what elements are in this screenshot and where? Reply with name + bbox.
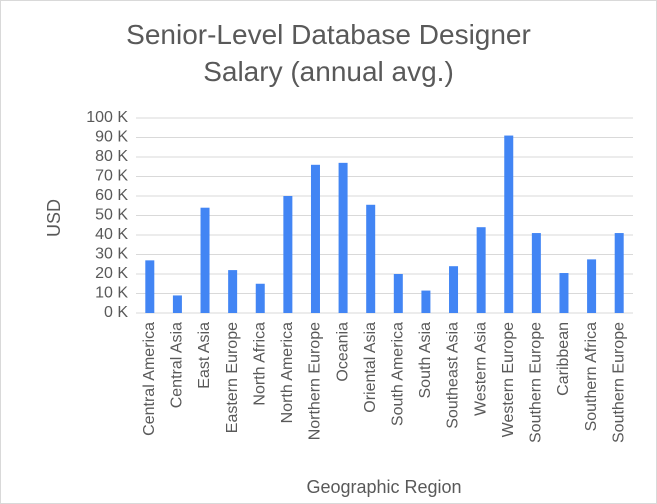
x-axis-title: Geographic Region [306, 477, 461, 497]
x-tick-label: Western Asia [472, 322, 489, 416]
x-tick-label: Caribbean [555, 322, 572, 396]
bar [228, 270, 238, 313]
bar [587, 259, 597, 313]
bar [421, 290, 431, 313]
y-tick-label: 70 K [95, 168, 128, 185]
x-tick-label: South America [390, 322, 407, 426]
y-tick-label: 10 K [95, 285, 128, 302]
bar [172, 295, 182, 313]
x-tick-label: Central Asia [169, 322, 186, 408]
chart-title-line-2: Salary (annual avg.) [203, 56, 454, 87]
bar [449, 266, 459, 313]
y-axis-ticks: 0 K 10 K 20 K 30 K 40 K 50 K 60 K 70 K 80 K 90 K 1… [86, 109, 128, 321]
bar [476, 227, 486, 313]
x-tick-label: Oceania [334, 322, 351, 382]
x-tick-label: Eastern Europe [224, 322, 241, 433]
bar [283, 196, 293, 313]
x-tick-label: Southern Europe [610, 322, 627, 443]
x-tick-label: Northern Europe [307, 322, 324, 440]
y-tick-label: 80 K [95, 148, 128, 165]
x-tick-label: Southern Europe [528, 322, 545, 443]
bar [504, 135, 514, 313]
bar [338, 162, 348, 313]
x-tick-label: Southeast Asia [445, 322, 462, 429]
bar [310, 164, 320, 313]
x-axis-ticks: Central America Central Asia East Asia East… [141, 322, 627, 443]
chart-title-line-1: Senior-Level Database Designer [126, 19, 531, 50]
y-tick-label: 0 K [104, 304, 128, 321]
x-tick-label: East Asia [196, 322, 213, 389]
y-tick-label: 90 K [95, 129, 128, 146]
x-tick-label: South Asia [417, 322, 434, 399]
grid-lines [136, 117, 633, 314]
y-tick-label: 40 K [95, 226, 128, 243]
x-tick-label: North America [279, 322, 296, 423]
bars [145, 135, 624, 313]
x-tick-label: Central America [141, 322, 158, 436]
bar [393, 274, 403, 313]
y-tick-label: 100 K [86, 109, 128, 126]
bar [366, 204, 376, 313]
x-tick-label: Oriental Asia [362, 322, 379, 413]
bar [200, 207, 210, 313]
x-tick-label: Southern Africa [583, 322, 600, 432]
bar [531, 233, 541, 313]
x-tick-label: North Africa [251, 322, 268, 406]
bar [614, 233, 624, 313]
y-tick-label: 20 K [95, 265, 128, 282]
x-tick-label: Western Europe [500, 322, 517, 437]
bar [255, 283, 265, 313]
y-tick-label: 60 K [95, 187, 128, 204]
chart-title: Senior-Level Database Designer Salary (a… [0, 16, 657, 90]
y-axis-title: USD [44, 199, 64, 237]
y-tick-label: 30 K [95, 246, 128, 263]
bar [559, 273, 569, 313]
bar [145, 260, 155, 313]
y-tick-label: 50 K [95, 207, 128, 224]
